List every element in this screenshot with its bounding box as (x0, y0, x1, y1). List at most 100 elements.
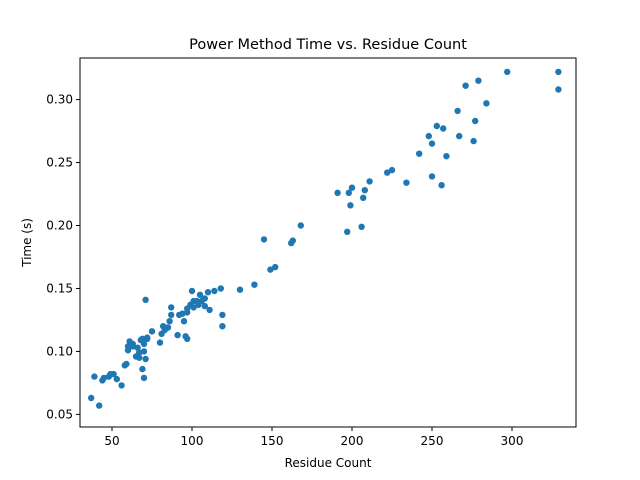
data-point (347, 202, 354, 209)
data-point (142, 355, 149, 363)
data-point (140, 340, 148, 348)
data-point (472, 117, 479, 125)
data-point (129, 340, 136, 348)
data-point (504, 68, 511, 76)
data-point (188, 287, 196, 295)
data-point (251, 281, 258, 288)
data-point (144, 335, 151, 342)
data-point (96, 402, 103, 409)
data-point (443, 153, 450, 160)
data-point (361, 187, 368, 194)
data-point (360, 194, 367, 201)
data-point (190, 304, 197, 311)
data-point (388, 166, 396, 174)
data-point (345, 189, 352, 196)
x-tick-label: 100 (181, 434, 204, 448)
data-point (555, 68, 562, 76)
data-point (438, 182, 445, 189)
data-point (358, 223, 365, 230)
data-point (166, 318, 173, 325)
data-point (139, 335, 146, 342)
data-point (348, 184, 356, 191)
x-axis-ticks: 50 100 150 200 250 300 (104, 427, 523, 448)
data-point (334, 189, 341, 196)
chart-title: Power Method Time vs. Residue Count (189, 37, 467, 53)
data-point (113, 375, 121, 383)
data-point (440, 125, 447, 132)
y-axis-ticks: 0.05 0.10 0.15 0.20 0.25 0.30 (46, 93, 80, 421)
data-point (555, 86, 562, 93)
data-point (139, 365, 146, 373)
x-tick-label: 300 (501, 434, 524, 448)
data-point (136, 354, 143, 361)
data-point (267, 266, 274, 273)
y-tick-label: 0.30 (46, 93, 73, 107)
data-point (100, 374, 108, 382)
data-point (124, 343, 132, 350)
data-point (344, 228, 351, 235)
data-point (456, 132, 463, 140)
data-point (140, 374, 148, 382)
data-point (140, 348, 148, 355)
y-tick-label: 0.05 (46, 407, 73, 421)
data-point (168, 304, 175, 311)
y-tick-label: 0.15 (46, 281, 73, 295)
data-point (204, 289, 212, 296)
data-point (201, 302, 208, 310)
data-point (179, 310, 186, 317)
data-point (462, 82, 469, 89)
data-point (470, 137, 477, 145)
data-point (110, 370, 117, 378)
data-point (156, 339, 164, 346)
data-point (425, 132, 432, 140)
x-tick-label: 50 (104, 434, 119, 448)
data-point (136, 349, 143, 356)
data-point (168, 311, 175, 319)
points-layer (88, 68, 562, 409)
plot-area-frame (79, 57, 577, 428)
data-point (88, 394, 95, 402)
data-point (416, 150, 423, 157)
data-point (211, 287, 218, 295)
data-point (219, 323, 226, 330)
x-axis-label: Residue Count (285, 456, 372, 470)
data-point (428, 173, 436, 180)
data-point (91, 373, 98, 380)
data-point (184, 335, 191, 342)
data-point (403, 179, 410, 186)
x-tick-label: 200 (341, 434, 364, 448)
data-point (180, 318, 188, 325)
data-point (196, 291, 204, 298)
y-axis-label: Time (s) (20, 218, 34, 268)
x-tick-label: 250 (421, 434, 444, 448)
data-point (433, 122, 440, 130)
data-point (164, 324, 172, 331)
data-point (475, 77, 482, 84)
x-tick-label: 150 (261, 434, 284, 448)
data-point (217, 285, 224, 292)
data-point (118, 382, 125, 389)
y-tick-label: 0.25 (46, 156, 73, 170)
data-point (134, 344, 141, 351)
data-point (272, 263, 279, 271)
data-point (483, 100, 490, 107)
data-point (236, 286, 244, 293)
y-tick-label: 0.20 (46, 218, 73, 232)
data-point (384, 169, 391, 176)
data-point (289, 237, 296, 244)
data-point (142, 296, 149, 303)
data-point (260, 236, 268, 243)
data-point (201, 295, 208, 302)
data-point (206, 306, 213, 314)
data-point (454, 107, 461, 115)
data-point (297, 222, 304, 229)
data-point (148, 328, 156, 335)
data-point (174, 331, 181, 339)
data-point (123, 360, 130, 368)
data-point (366, 178, 373, 185)
data-point (219, 311, 226, 319)
y-tick-label: 0.10 (46, 344, 73, 358)
data-point (428, 140, 436, 147)
